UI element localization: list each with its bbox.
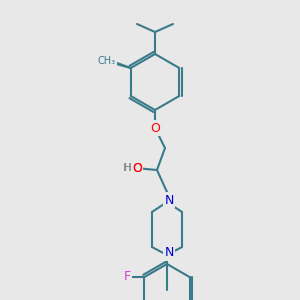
- Text: H: H: [123, 163, 131, 173]
- Text: F: F: [124, 271, 131, 284]
- Text: O: O: [132, 161, 142, 175]
- Text: N: N: [164, 194, 174, 206]
- Text: O: O: [150, 122, 160, 134]
- Text: CH₃: CH₃: [98, 56, 116, 66]
- Text: O: O: [132, 161, 142, 175]
- Text: H: H: [124, 163, 132, 173]
- Text: N: N: [164, 247, 174, 260]
